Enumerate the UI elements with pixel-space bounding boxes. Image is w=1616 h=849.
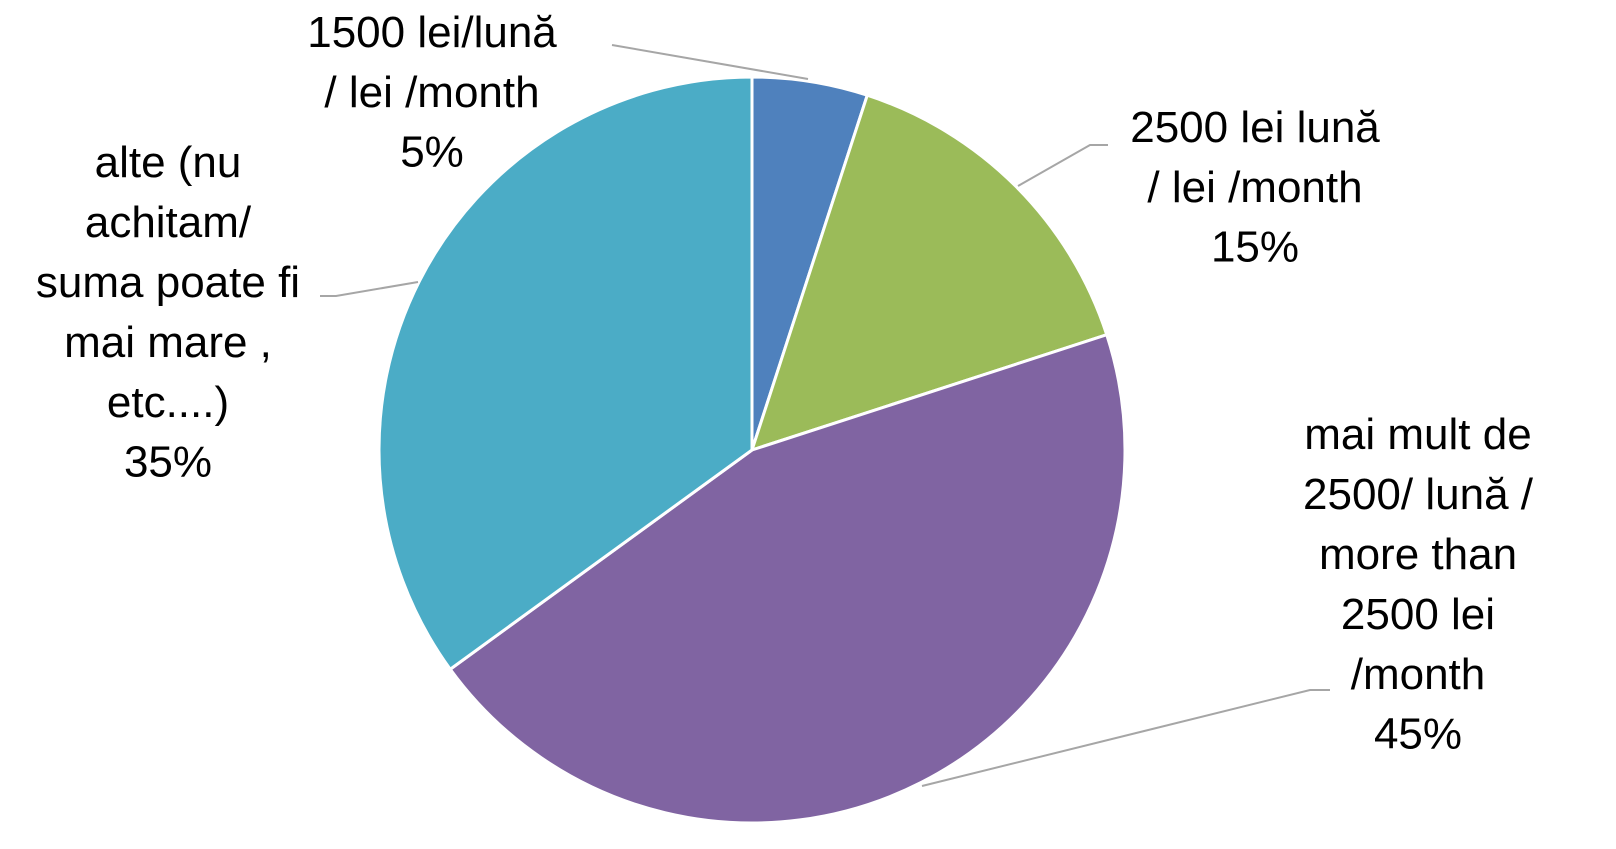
data-label-value: 15% [1211, 223, 1299, 272]
data-label-value: 35% [124, 438, 212, 487]
leader-line [1017, 144, 1108, 187]
data-label-category: 2500 lei lună / lei /month [1130, 103, 1380, 212]
leader-line [320, 281, 419, 297]
pie-slice [377, 75, 754, 672]
pie-slice [448, 332, 1127, 825]
data-label-value: 5% [400, 128, 464, 177]
data-label-category: mai mult de 2500/ lună / more than 2500 lei… [1303, 410, 1534, 699]
leader-line [611, 44, 809, 80]
data-label-value: 45% [1374, 710, 1462, 759]
pie-slice [749, 93, 1109, 453]
leader-line [921, 689, 1330, 787]
data-label-category: 1500 lei/lună / lei /month [307, 8, 557, 117]
data-label-category: alte (nu achitam/suma poate fi mai mare ,e… [36, 138, 300, 427]
